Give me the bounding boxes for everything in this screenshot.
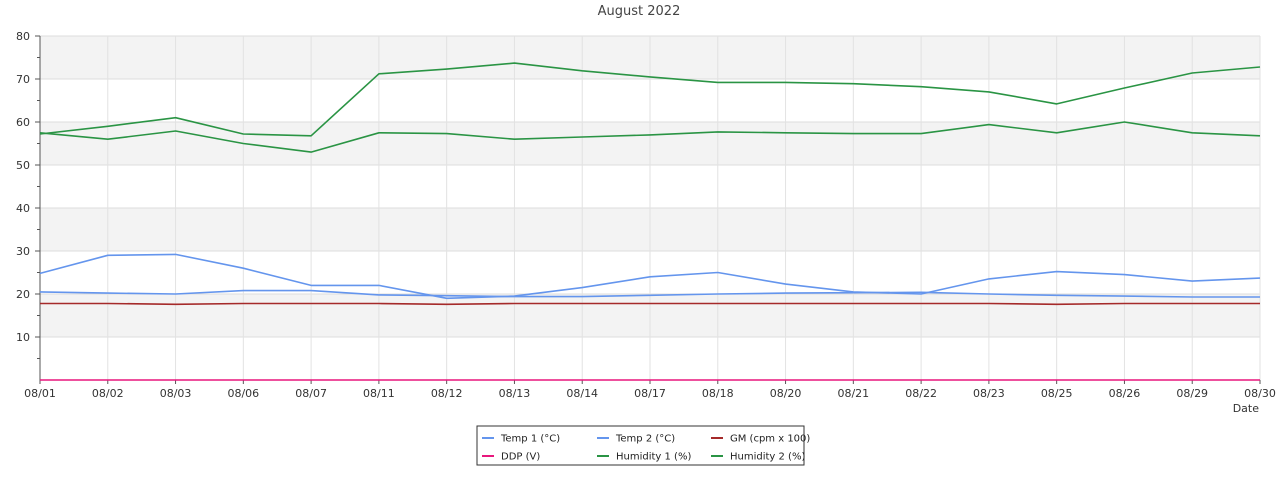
x-tick-label: 08/18 [702,387,734,400]
y-tick-label: 30 [16,245,30,258]
y-tick-label: 20 [16,288,30,301]
series-line-1 [39,289,1260,298]
x-tick-label: 08/13 [499,387,531,400]
x-tick-label: 08/02 [92,387,124,400]
legend: Temp 1 (°C) Temp 2 (°C) GM (cpm x 100) DDP … [476,425,810,466]
series-line-5 [39,121,1261,153]
chart-title: August 2022 [598,4,681,19]
series-line-4 [39,62,1261,137]
y-axis-ticks: 10 20 30 40 50 60 70 80 [16,30,30,344]
x-tick-label: 08/03 [160,387,192,400]
x-axis-ticks: 08/01 08/02 08/03 08/06 08/07 08/11 08/12 08/13… [24,387,1276,400]
x-tick-label: 08/20 [770,387,802,400]
x-tick-label: 08/07 [295,387,327,400]
y-tick-label: 60 [16,116,30,129]
plot-grid [39,35,1261,380]
legend-item-label: DDP (V) [501,452,540,463]
x-tick-label: 08/12 [431,387,463,400]
x-tick-label: 08/29 [1176,387,1208,400]
x-axis-label: Date [1233,402,1260,415]
x-tick-label: 08/22 [905,387,937,400]
x-tick-label: 08/30 [1244,387,1276,400]
y-tick-label: 10 [16,331,30,344]
series-lines [39,62,1261,381]
x-tick-label: 08/01 [24,387,56,400]
series-line-2 [40,302,1260,306]
series-line-0 [39,253,1261,300]
x-tick-label: 08/06 [227,387,259,400]
legend-item-label: Temp 2 (°C) [615,434,675,445]
legend-item-label: Humidity 1 (%) [616,452,691,463]
legend-box [476,425,805,466]
y-tick-label: 70 [16,73,30,86]
y-tick-label: 80 [16,30,30,43]
x-tick-label: 08/11 [363,387,395,400]
legend-item-label: Temp 1 (°C) [500,434,560,445]
legend-item-label: Humidity 2 (%) [730,452,805,463]
y-tick-label: 50 [16,159,30,172]
y-tick-label: 40 [16,202,30,215]
x-tick-label: 08/23 [973,387,1005,400]
x-tick-label: 08/26 [1109,387,1141,400]
x-tick-label: 08/14 [566,387,598,400]
x-tick-label: 08/21 [837,387,869,400]
x-tick-label: 08/25 [1041,387,1073,400]
x-tick-label: 08/17 [634,387,666,400]
legend-item-label: GM (cpm x 100) [730,434,810,445]
